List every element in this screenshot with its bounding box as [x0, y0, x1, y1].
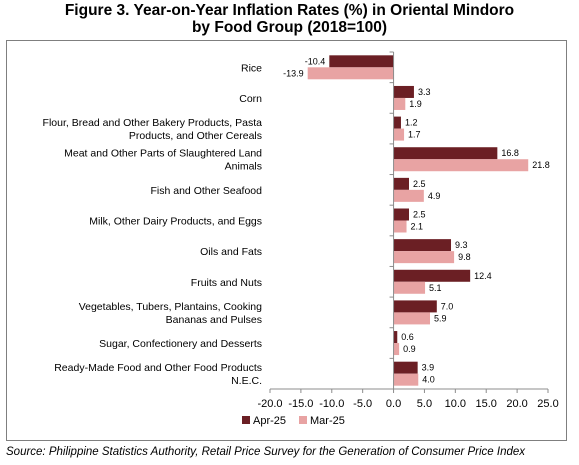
bar-mar-25 — [393, 373, 419, 386]
category-label: Meat and Other Parts of Slaughtered Land — [64, 148, 262, 160]
data-label: 12.4 — [474, 271, 492, 281]
category-label: Vegetables, Tubers, Plantains, Cooking — [79, 301, 262, 313]
source-note: Source: Philippine Statistics Authority,… — [6, 446, 526, 458]
category-label: Oils and Fats — [200, 246, 262, 258]
data-label: 4.9 — [428, 191, 441, 201]
legend-label: Apr-25 — [253, 415, 286, 427]
category-label: Sugar, Confectionery and Desserts — [99, 338, 262, 350]
bar-mar-25 — [393, 281, 426, 294]
bar-apr-25 — [393, 147, 498, 160]
bar-apr-25 — [393, 85, 414, 98]
legend-label: Mar-25 — [310, 415, 345, 427]
bar-apr-25 — [393, 331, 398, 344]
bar-mar-25 — [393, 189, 424, 202]
data-label: 16.8 — [501, 148, 519, 158]
data-label: 5.9 — [434, 313, 447, 323]
data-label: 0.6 — [401, 332, 414, 342]
bar-mar-25 — [393, 343, 400, 356]
x-tick-label: -10.0 — [319, 398, 344, 410]
bar-mar-25 — [393, 159, 529, 172]
x-tick-label: 15.0 — [476, 398, 497, 410]
legend-swatch — [242, 416, 250, 424]
x-tick-label: -5.0 — [353, 398, 372, 410]
data-label: 2.5 — [413, 179, 426, 189]
x-tick-label: 5.0 — [417, 398, 432, 410]
x-tick-label: -20.0 — [257, 398, 282, 410]
legend-swatch — [299, 416, 307, 424]
x-tick-label: 10.0 — [445, 398, 466, 410]
category-label: Bananas and Pulses — [166, 314, 262, 326]
bar-apr-25 — [393, 361, 418, 374]
category-label: Fruits and Nuts — [191, 277, 262, 289]
category-label: Products, and Other Cereals — [129, 130, 262, 142]
bar-apr-25 — [329, 55, 394, 68]
data-label: 3.9 — [422, 363, 435, 373]
bar-apr-25 — [393, 239, 452, 252]
bar-apr-25 — [393, 269, 471, 282]
bar-apr-25 — [393, 208, 409, 221]
category-label: Ready-Made Food and Other Food Products — [54, 362, 262, 374]
data-label: -10.4 — [305, 56, 326, 66]
x-tick-label: 25.0 — [537, 398, 558, 410]
data-label: 3.3 — [418, 87, 431, 97]
data-label: 1.9 — [409, 99, 422, 109]
x-tick-label: -15.0 — [288, 398, 313, 410]
category-label: Flour, Bread and Other Bakery Products, … — [43, 117, 263, 129]
chart-title-line2: by Food Group (2018=100) — [191, 19, 388, 36]
data-label: 5.1 — [429, 283, 442, 293]
legend-item-apr-25: Apr-25 — [242, 415, 286, 427]
category-label: Corn — [239, 93, 262, 105]
bar-mar-25 — [393, 251, 455, 264]
x-tick-label: 20.0 — [506, 398, 527, 410]
data-label: 2.1 — [411, 222, 424, 232]
category-label: Milk, Other Dairy Products, and Eggs — [89, 216, 262, 228]
bar-mar-25 — [393, 312, 431, 325]
bar-mar-25 — [393, 128, 405, 141]
chart-title-line1: Figure 3. Year-on-Year Inflation Rates (… — [64, 2, 515, 19]
data-label: 0.9 — [403, 344, 416, 354]
bar-apr-25 — [393, 177, 409, 190]
data-label: 1.2 — [405, 118, 418, 128]
data-label: 4.0 — [422, 375, 435, 385]
bar-mar-25 — [307, 67, 394, 80]
category-label: Animals — [225, 161, 262, 173]
bar-mar-25 — [393, 220, 407, 233]
data-label: 21.8 — [532, 160, 550, 170]
data-label: -13.9 — [283, 68, 304, 78]
data-label: 9.8 — [458, 252, 471, 262]
legend-item-mar-25: Mar-25 — [299, 415, 345, 427]
data-label: 1.7 — [408, 130, 421, 140]
category-label: Rice — [241, 62, 262, 74]
chart-title: Figure 3. Year-on-Year Inflation Rates (… — [0, 2, 579, 36]
category-label: Fish and Other Seafood — [151, 185, 263, 197]
data-label: 9.3 — [455, 240, 468, 250]
bar-mar-25 — [393, 97, 406, 110]
category-label: N.E.C. — [231, 375, 262, 387]
chart-frame — [6, 40, 567, 441]
data-label: 7.0 — [441, 301, 454, 311]
x-tick-label: 0.0 — [386, 398, 401, 410]
bar-apr-25 — [393, 300, 437, 313]
bar-apr-25 — [393, 116, 401, 129]
data-label: 2.5 — [413, 210, 426, 220]
